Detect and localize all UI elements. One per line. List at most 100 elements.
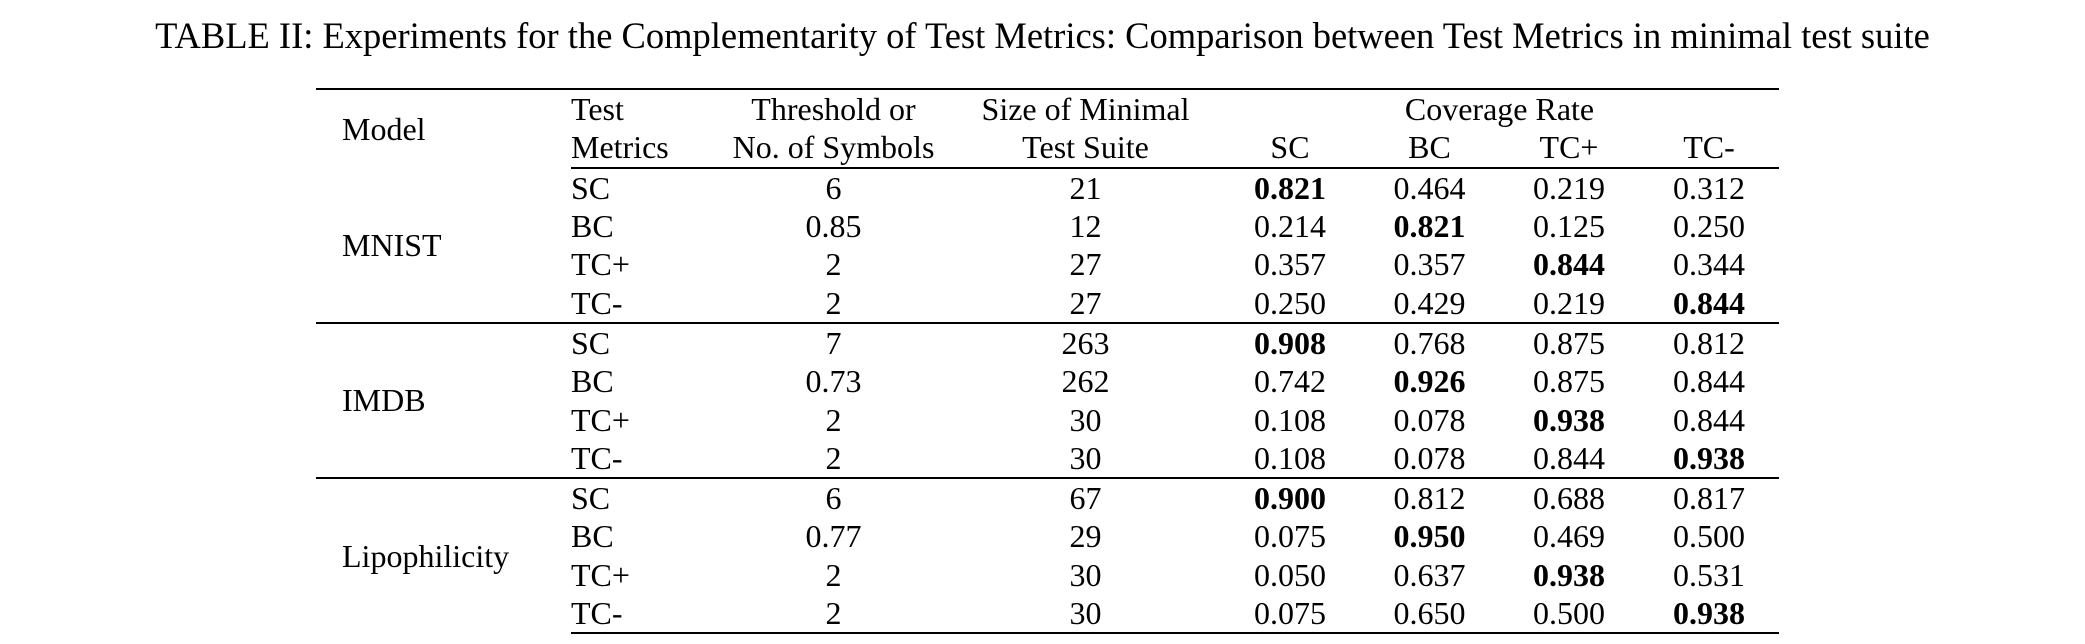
table-row: TC- 2 30 0.075 0.650 0.500 0.938 [316,593,1779,635]
test-metric-cell: TC+ [571,246,630,283]
results-table: Model Test Threshold or Size of Minimal … [316,87,1779,635]
header-coverage-sc: SC [1220,128,1360,169]
suite-size-cell: 12 [1069,208,1102,245]
coverage-tc-minus-cell: 0.312 [1673,169,1745,206]
coverage-bc-cell: 0.078 [1393,401,1466,438]
table-group: Lipophilicity SC 6 67 0.900 0.812 0.688 0.817 BC… [316,476,1779,635]
coverage-tc-minus-cell: 0.844 [1673,284,1745,321]
suite-size-cell: 27 [1069,284,1102,321]
table-row: BC 0.85 12 0.214 0.821 0.125 0.250 [316,207,1779,245]
test-metric-cell: TC- [571,439,623,476]
coverage-sc-cell: 0.900 [1220,476,1360,518]
threshold-cell: 2 [825,284,842,321]
header-threshold-line2: No. of Symbols [716,128,951,169]
threshold-cell: 2 [825,556,842,593]
table-row: TC+ 2 27 0.357 0.357 0.844 0.344 [316,245,1779,283]
table-caption: TABLE II: Experiments for the Complement… [155,15,1930,56]
coverage-tc-minus-cell: 0.938 [1639,593,1779,635]
coverage-sc-cell: 0.908 [1220,321,1360,363]
threshold-cell: 6 [716,476,951,518]
coverage-sc-cell: 0.214 [1254,208,1326,245]
coverage-tc-plus-cell: 0.219 [1533,284,1605,321]
suite-size-cell: 262 [1061,363,1110,400]
test-metric-cell: TC- [571,593,716,635]
coverage-sc-cell: 0.742 [1254,363,1326,400]
table-row: TC- 2 30 0.108 0.078 0.844 0.938 [316,439,1779,478]
coverage-bc-cell: 0.464 [1393,169,1466,206]
coverage-tc-minus-cell: 0.812 [1639,321,1779,363]
coverage-tc-minus-cell: 0.844 [1673,363,1745,400]
model-name-cell: MNIST [342,226,442,263]
suite-size-cell: 67 [951,476,1220,518]
table-row: MNIST SC 6 21 0.821 0.464 0.219 0.312 [316,168,1779,263]
coverage-tc-plus-cell: 0.844 [1533,439,1605,476]
test-metric-cell: BC [571,363,614,400]
coverage-tc-plus-cell: 0.875 [1499,321,1639,363]
header-row-1: Model Test Threshold or Size of Minimal … [316,87,1779,168]
header-threshold-line1: Threshold or [716,87,951,129]
test-metric-cell: TC+ [571,556,630,593]
coverage-tc-minus-cell: 0.500 [1673,518,1745,555]
coverage-bc-cell: 0.768 [1360,321,1499,363]
coverage-sc-cell: 0.357 [1254,246,1326,283]
header-coverage-rate: Coverage Rate [1220,87,1779,129]
coverage-tc-plus-cell: 0.469 [1533,518,1605,555]
suite-size-cell: 30 [1069,439,1102,476]
coverage-tc-plus-cell: 0.875 [1533,363,1605,400]
coverage-tc-minus-cell: 0.844 [1673,401,1745,438]
coverage-sc-cell: 0.108 [1254,439,1326,476]
coverage-sc-cell: 0.821 [1254,169,1326,206]
coverage-tc-plus-cell: 0.938 [1533,556,1605,593]
coverage-bc-cell: 0.429 [1393,284,1466,321]
test-metric-cell: TC- [571,284,623,321]
header-size-line1: Size of Minimal [951,87,1220,129]
coverage-tc-minus-cell: 0.250 [1673,208,1745,245]
header-coverage-tc-minus: TC- [1639,128,1779,169]
test-metric-cell: BC [571,518,614,555]
table-group: MNIST SC 6 21 0.821 0.464 0.219 0.312 BC 0.85 12 0.… [316,168,1779,323]
model-name-cell: Lipophilicity [316,476,571,634]
suite-size-cell: 27 [1069,246,1102,283]
coverage-sc-cell: 0.108 [1254,401,1326,438]
threshold-cell: 2 [716,593,951,635]
test-metric-cell: SC [571,476,716,518]
table-row: Lipophilicity SC 6 67 0.900 0.812 0.688 0.817 [316,476,1779,634]
coverage-sc-cell: 0.250 [1254,284,1326,321]
table-row: TC- 2 27 0.250 0.429 0.219 0.844 [316,283,1779,322]
table-row: IMDB SC 7 263 0.908 0.768 0.875 0.812 [316,321,1779,478]
coverage-tc-minus-cell: 0.817 [1639,476,1779,518]
table-group: IMDB SC 7 263 0.908 0.768 0.875 0.812 BC 0.73 262 0… [316,321,1779,478]
coverage-bc-cell: 0.950 [1393,518,1466,555]
threshold-cell: 0.73 [805,363,862,400]
suite-size-cell: 29 [1069,518,1102,555]
coverage-tc-plus-cell: 0.938 [1533,401,1605,438]
header-row-2: Metrics No. of Symbols Test Suite SC BC … [316,128,1779,169]
coverage-bc-cell: 0.926 [1393,363,1466,400]
coverage-tc-plus-cell: 0.219 [1533,169,1605,206]
coverage-tc-plus-cell: 0.500 [1499,593,1639,635]
coverage-tc-plus-cell: 0.844 [1533,246,1605,283]
test-metric-cell: TC+ [571,401,630,438]
threshold-cell: 6 [825,169,842,206]
coverage-bc-cell: 0.812 [1360,476,1499,518]
suite-size-cell: 263 [951,321,1220,363]
threshold-cell: 0.77 [805,518,862,555]
table-row: TC+ 2 30 0.050 0.637 0.938 0.531 [316,556,1779,594]
coverage-bc-cell: 0.821 [1393,208,1466,245]
coverage-tc-minus-cell: 0.938 [1673,439,1745,476]
table-row: BC 0.73 262 0.742 0.926 0.875 0.844 [316,362,1779,400]
threshold-cell: 2 [825,246,842,283]
coverage-tc-minus-cell: 0.344 [1673,246,1745,283]
header-test-metrics-line2: Metrics [571,128,716,169]
test-metric-cell: SC [571,321,716,363]
table-row: BC 0.77 29 0.075 0.950 0.469 0.500 [316,517,1779,555]
threshold-cell: 0.85 [805,208,862,245]
coverage-bc-cell: 0.650 [1360,593,1499,635]
header-model: Model [316,88,571,168]
suite-size-cell: 30 [1069,556,1102,593]
header-size-line2: Test Suite [951,128,1220,169]
table-header: Model Test Threshold or Size of Minimal … [316,87,1779,169]
coverage-sc-cell: 0.050 [1254,556,1326,593]
test-metric-cell: BC [571,208,614,245]
model-name-cell: IMDB [316,321,571,478]
